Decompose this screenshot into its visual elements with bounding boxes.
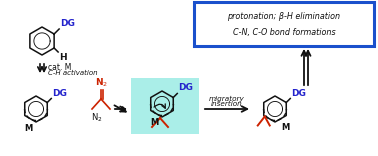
Text: DG: DG [52, 88, 67, 98]
FancyBboxPatch shape [131, 78, 199, 134]
Text: M: M [25, 124, 33, 133]
Text: DG: DG [60, 19, 75, 28]
Text: migratory: migratory [209, 96, 245, 102]
Text: C-H activation: C-H activation [48, 70, 98, 76]
Text: cat. M: cat. M [48, 63, 71, 71]
Text: H: H [59, 53, 67, 62]
Text: protonation; β-H elimination: protonation; β-H elimination [228, 12, 341, 21]
Text: M: M [150, 118, 158, 127]
Text: C-N, C-O bond formations: C-N, C-O bond formations [233, 27, 335, 37]
Text: insertion: insertion [211, 101, 243, 107]
Text: N$_2$: N$_2$ [91, 112, 103, 124]
Text: DG: DG [291, 88, 306, 98]
Text: N$_2$: N$_2$ [96, 76, 108, 89]
Text: DG: DG [178, 83, 193, 93]
FancyBboxPatch shape [194, 2, 374, 46]
Text: M: M [282, 123, 290, 132]
